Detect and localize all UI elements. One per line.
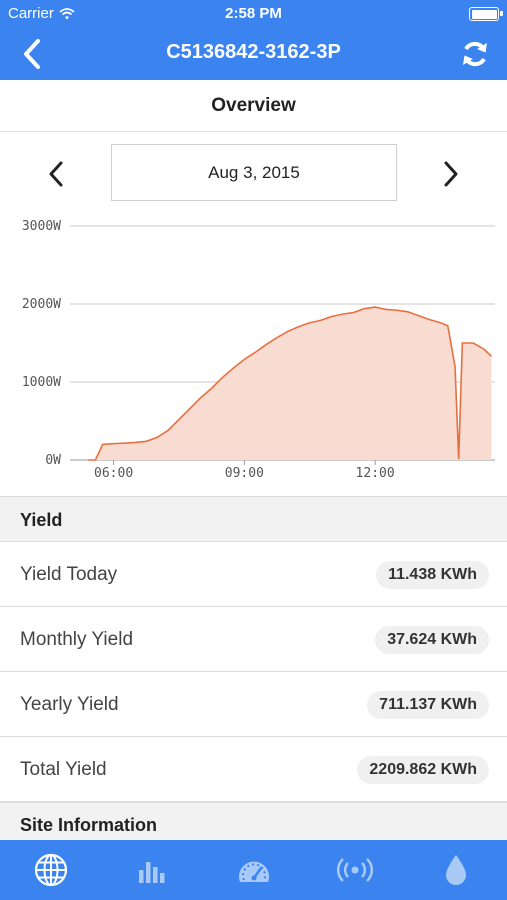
total-yield-label: Total Yield bbox=[20, 759, 107, 780]
tab-bar bbox=[0, 840, 507, 900]
yield-today-value: 11.438 KWh bbox=[376, 561, 489, 589]
tab-performance[interactable] bbox=[203, 840, 304, 900]
chevron-right-icon bbox=[444, 161, 458, 187]
yield-today-row: Yield Today 11.438 KWh bbox=[0, 542, 507, 607]
monthly-yield-value: 37.624 KWh bbox=[375, 626, 489, 654]
monthly-yield-row: Monthly Yield 37.624 KWh bbox=[0, 607, 507, 672]
next-day-button[interactable] bbox=[435, 158, 467, 190]
yearly-yield-label: Yearly Yield bbox=[20, 694, 119, 715]
yearly-yield-row: Yearly Yield 711.137 KWh bbox=[0, 672, 507, 737]
carrier-info: Carrier bbox=[8, 5, 75, 22]
site-information-header: Site Information bbox=[0, 802, 507, 842]
refresh-button[interactable] bbox=[457, 36, 493, 72]
device-title: C5136842-3162-3P bbox=[166, 41, 341, 63]
x-tick-label: 12:00 bbox=[356, 466, 395, 481]
y-tick-label: 3000W bbox=[22, 219, 61, 234]
gauge-icon bbox=[238, 861, 269, 882]
tab-overview[interactable] bbox=[0, 840, 101, 900]
y-tick-label: 2000W bbox=[22, 297, 61, 312]
total-yield-row: Total Yield 2209.862 KWh bbox=[0, 737, 507, 802]
power-chart-svg: 0W 1000W 2000W 3000W 06:00 09:00 12:00 bbox=[22, 219, 495, 481]
y-tick-label: 0W bbox=[45, 453, 61, 468]
battery-icon bbox=[469, 7, 503, 21]
globe-icon bbox=[34, 853, 67, 887]
chevron-left-icon bbox=[24, 39, 40, 69]
signal-icon bbox=[336, 858, 373, 882]
series-area bbox=[88, 307, 492, 460]
total-yield-value: 2209.862 KWh bbox=[357, 756, 489, 784]
navigation-bar: C5136842-3162-3P bbox=[0, 28, 507, 80]
overview-title: Overview bbox=[0, 80, 507, 132]
date-selector[interactable]: Aug 3, 2015 bbox=[111, 144, 397, 201]
monthly-yield-label: Monthly Yield bbox=[20, 629, 134, 650]
date-navigation: Aug 3, 2015 bbox=[0, 132, 507, 214]
tab-environment[interactable] bbox=[406, 840, 507, 900]
previous-day-button[interactable] bbox=[40, 158, 72, 190]
status-time: 2:58 PM bbox=[225, 5, 282, 22]
bar-chart-icon bbox=[139, 862, 165, 883]
status-bar: Carrier 2:58 PM bbox=[0, 0, 507, 28]
tab-statistics[interactable] bbox=[101, 840, 202, 900]
refresh-icon bbox=[463, 41, 487, 67]
yield-today-label: Yield Today bbox=[20, 564, 118, 585]
yearly-yield-value: 711.137 KWh bbox=[367, 691, 489, 719]
x-tick-label: 09:00 bbox=[225, 466, 264, 481]
wifi-icon bbox=[59, 7, 75, 19]
water-drop-icon bbox=[446, 855, 467, 885]
chevron-left-icon bbox=[49, 161, 63, 187]
tab-connection[interactable] bbox=[304, 840, 405, 900]
power-chart: 0W 1000W 2000W 3000W 06:00 09:00 12:00 bbox=[0, 214, 507, 496]
back-button[interactable] bbox=[14, 36, 50, 72]
carrier-label: Carrier bbox=[8, 5, 54, 22]
yield-section-header: Yield bbox=[0, 496, 507, 542]
x-tick-label: 06:00 bbox=[94, 466, 133, 481]
y-tick-label: 1000W bbox=[22, 375, 61, 390]
series-line bbox=[88, 306, 492, 461]
